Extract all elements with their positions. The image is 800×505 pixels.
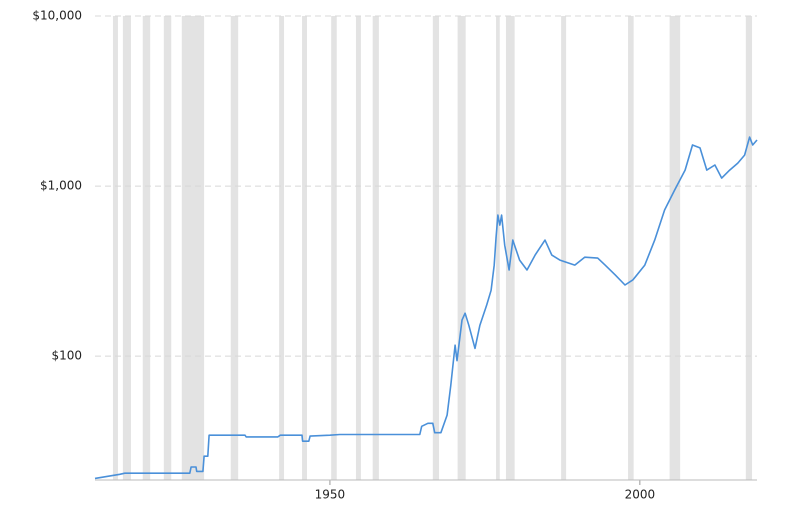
recession-band (628, 16, 634, 480)
recession-band (122, 16, 131, 480)
recession-band (181, 16, 205, 480)
recession-band (432, 16, 440, 480)
y-tick-label: $100 (51, 349, 82, 363)
recession-band (505, 16, 515, 480)
x-tick-label: 1950 (315, 488, 346, 502)
price-line (94, 136, 758, 480)
recession-band (669, 16, 681, 480)
recession-band (112, 16, 118, 480)
recession-band (142, 16, 151, 480)
recession-band (230, 16, 239, 480)
recession-band (279, 16, 285, 480)
x-tick-label: 2000 (625, 488, 656, 502)
recession-band (457, 16, 466, 480)
recession-band (496, 16, 500, 480)
recession-band (372, 16, 379, 480)
recession-band (561, 16, 567, 480)
recession-band (331, 16, 337, 480)
recession-band (302, 16, 307, 480)
y-tick-label: $1,000 (40, 179, 82, 193)
recession-band (745, 16, 753, 480)
recession-band (355, 16, 361, 480)
recession-band (163, 16, 172, 480)
y-tick-label: $10,000 (32, 9, 82, 23)
